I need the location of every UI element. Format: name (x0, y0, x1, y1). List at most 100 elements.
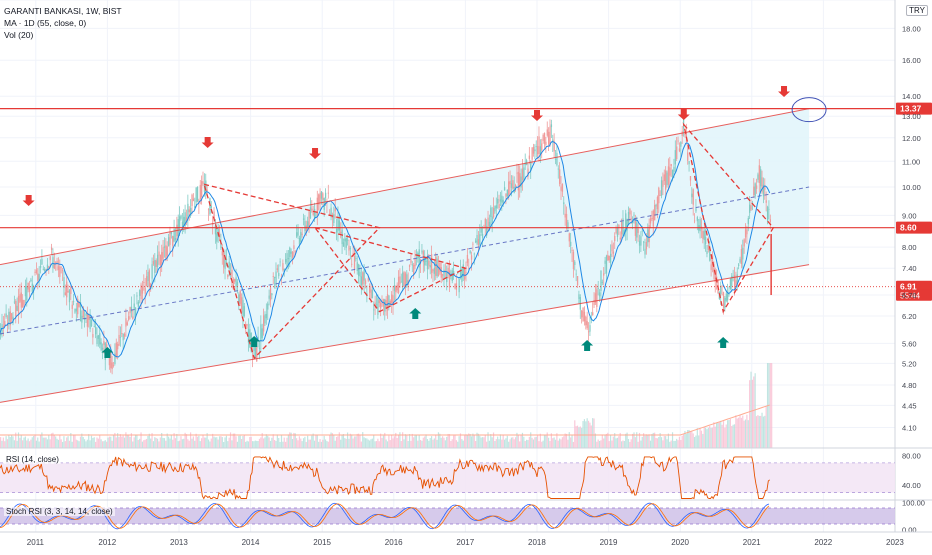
volume-bar (133, 437, 135, 448)
candle-body (206, 189, 208, 192)
candle-body (499, 199, 502, 202)
volume-bar (188, 440, 190, 448)
candle-body (322, 193, 324, 200)
volume-bar (355, 436, 357, 448)
volume-bar (570, 437, 572, 448)
candle-body (441, 274, 444, 276)
volume-bar (103, 441, 105, 448)
candle-body (196, 186, 199, 202)
candle-body (183, 216, 185, 226)
candle-body (108, 358, 111, 366)
volume-bar (564, 433, 566, 448)
volume-bar (239, 435, 241, 448)
currency-badge[interactable]: TRY (906, 5, 928, 16)
candle-body (440, 267, 442, 278)
volume-bar (614, 433, 616, 448)
volume-bar (242, 436, 244, 448)
candle-body (181, 221, 184, 228)
volume-bar (190, 432, 192, 448)
volume-bar (9, 437, 11, 448)
candle-body (154, 259, 156, 274)
candle-body (141, 286, 144, 294)
volume-bar (714, 426, 716, 448)
candle-body (677, 140, 679, 142)
volume-bar (658, 436, 660, 448)
volume-bar (337, 436, 339, 448)
candle-body (710, 264, 712, 270)
candle-body (408, 265, 411, 267)
volume-bar (472, 433, 474, 448)
volume-bar (760, 415, 762, 448)
volume-bar (162, 437, 164, 448)
candle-body (86, 312, 89, 327)
candle-body (162, 247, 164, 259)
candle-body (766, 206, 769, 222)
volume-bar (48, 434, 50, 448)
volume-bar (689, 432, 692, 448)
candle-body (335, 229, 338, 233)
candle-body (542, 134, 544, 141)
volume-bar (704, 427, 707, 448)
volume-bar (530, 432, 532, 448)
candle-body (77, 298, 79, 315)
volume-bar (616, 437, 619, 448)
volume-bar (261, 433, 263, 448)
volume-bar (334, 440, 336, 448)
candle-body (134, 307, 137, 316)
candle-body (548, 131, 550, 145)
candle-body (654, 205, 656, 221)
volume-bar (335, 436, 338, 448)
volume-bar (647, 434, 649, 448)
candle-body (172, 236, 174, 246)
volume-bar (523, 436, 525, 448)
volume-bar (765, 405, 767, 448)
candle-body (39, 265, 42, 268)
volume-bar (682, 434, 685, 448)
volume-bar (163, 438, 166, 448)
volume-bar (501, 439, 503, 448)
candle-body (491, 216, 493, 224)
candle-body (516, 172, 518, 174)
rsi-band (0, 462, 895, 493)
volume-bar (71, 441, 73, 448)
sell-arrow-0 (22, 195, 35, 206)
candle-body (228, 261, 230, 269)
candle-body (670, 164, 672, 167)
candle-body (225, 258, 228, 261)
volume-bar (97, 438, 99, 448)
volume-bar (75, 439, 77, 448)
candle-body (513, 186, 515, 193)
candle-body (232, 279, 234, 290)
candle-body (462, 264, 464, 277)
candle-body (689, 176, 692, 181)
volume-bar (88, 434, 90, 448)
volume-bar (285, 441, 287, 448)
triangle-2 (682, 122, 775, 314)
candle-body (286, 253, 288, 268)
volume-bar (370, 439, 372, 448)
stoch-label: Stoch RSI (3, 3, 14, 14, close) (4, 507, 115, 516)
volume-bar (695, 435, 697, 448)
candle-body (479, 234, 481, 245)
volume-bar (556, 433, 558, 448)
candle-body (377, 298, 379, 315)
volume-bar (37, 437, 39, 448)
volume-bar (746, 414, 748, 448)
candle-body (736, 274, 738, 285)
candle-body (315, 215, 317, 217)
candle-body (395, 286, 397, 293)
volume-bar (554, 439, 557, 448)
candle-body (340, 231, 342, 234)
volume-bar (738, 417, 740, 448)
candle-body (403, 271, 405, 287)
volume-bar (535, 436, 537, 448)
volume-bar (395, 432, 397, 448)
volume-bar (692, 433, 694, 448)
volume-bar (408, 434, 411, 448)
candle-body (8, 311, 10, 322)
candle-body (647, 229, 649, 243)
candle-body (754, 183, 756, 197)
volume-bar (59, 435, 61, 448)
